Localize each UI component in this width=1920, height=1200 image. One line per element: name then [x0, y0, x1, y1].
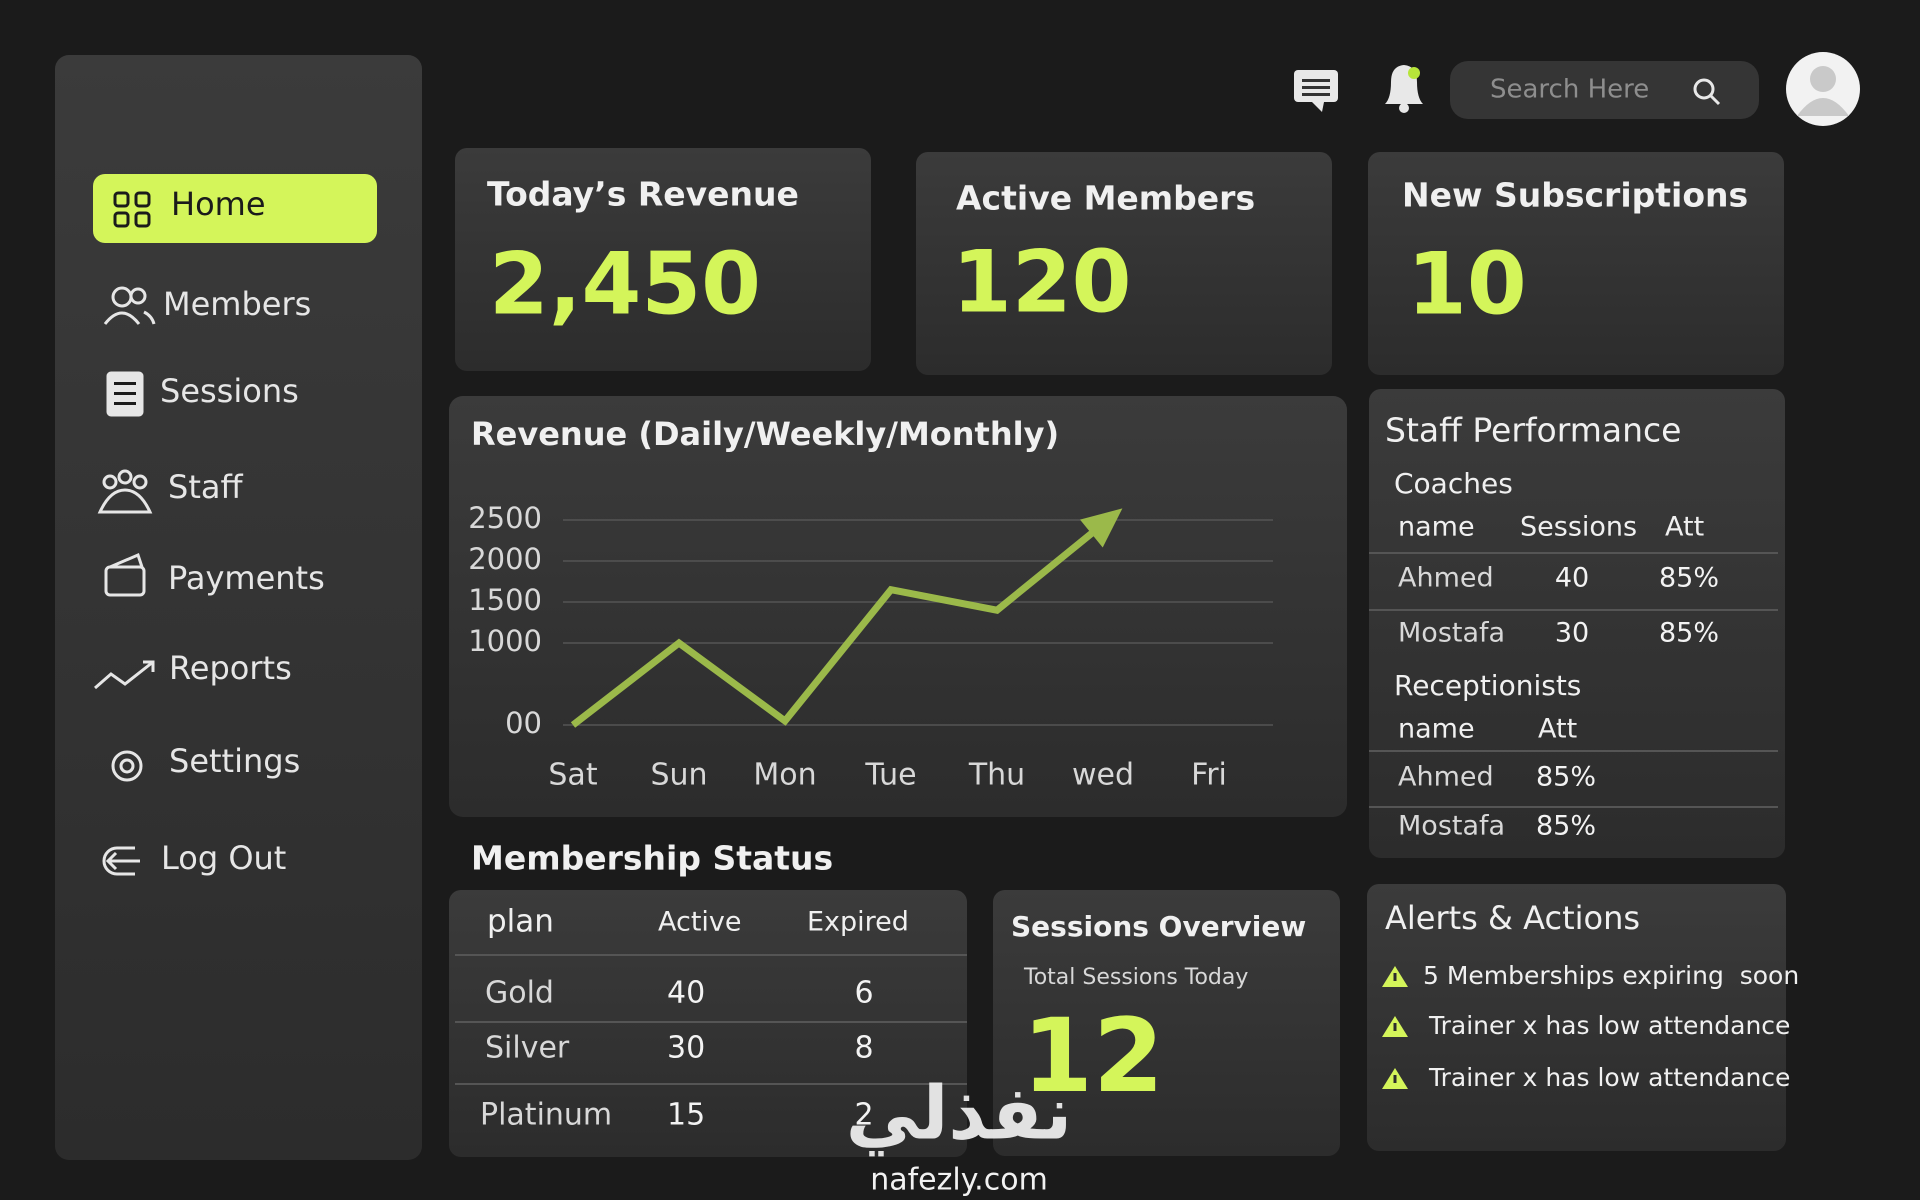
watermark: نفذلي	[846, 1071, 1072, 1157]
x-tick-label: Tue	[864, 758, 916, 793]
subsection-title: Receptionists	[1394, 669, 1581, 702]
stat-label: New Subscriptions	[1402, 176, 1748, 215]
stat-card	[916, 152, 1332, 375]
stat-label: Active Members	[956, 179, 1255, 218]
table-cell: Gold	[485, 976, 554, 1011]
avatar[interactable]	[1786, 52, 1860, 126]
warning-mark	[1393, 1075, 1397, 1083]
bell-icon[interactable]	[1385, 65, 1423, 113]
home-icon	[113, 191, 151, 228]
search-box[interactable]	[1450, 61, 1759, 119]
membership-panel	[449, 890, 967, 1157]
table-cell: 15	[667, 1098, 705, 1133]
table-cell: Platinum	[480, 1098, 612, 1133]
search-icon[interactable]	[1693, 78, 1721, 106]
staff-panel	[1369, 389, 1785, 858]
section-title: Membership Status	[471, 839, 833, 878]
nav-item[interactable]: Log Out	[161, 839, 286, 877]
y-tick-label: 00	[505, 706, 542, 740]
subsection-title: Coaches	[1394, 467, 1513, 500]
table-cell: 40	[1555, 563, 1589, 594]
nav-item[interactable]: Home	[171, 185, 266, 223]
x-tick-label: Sun	[650, 758, 707, 793]
sessions-panel	[993, 890, 1340, 1156]
nav-item[interactable]: Reports	[169, 649, 292, 687]
alerts-panel	[1367, 884, 1786, 1151]
table-cell: Mostafa	[1398, 811, 1505, 842]
arrow-head	[1080, 508, 1123, 548]
table-cell: 30	[1555, 618, 1589, 649]
alert-item: 5 Memberships expiring soon	[1423, 961, 1799, 990]
stat-label: Today’s Revenue	[487, 175, 799, 214]
stat-card	[455, 148, 871, 371]
sessions-icon-lines	[114, 382, 136, 405]
table-header: Att	[1665, 512, 1704, 543]
chart-panel	[449, 396, 1347, 817]
y-tick-label: 1000	[468, 624, 542, 658]
nav-item[interactable]: Members	[163, 285, 311, 323]
table-cell: 40	[667, 976, 705, 1011]
sidebar	[55, 55, 422, 1160]
nav-active-bg[interactable]	[93, 174, 377, 243]
table-cell: 85%	[1536, 811, 1596, 842]
warning-mark	[1393, 973, 1397, 981]
x-tick-label: Thu	[968, 758, 1025, 793]
line-series	[570, 521, 1106, 728]
warning-mark	[1393, 1023, 1397, 1031]
chat-icon[interactable]	[1294, 70, 1338, 112]
y-tick-label: 2500	[468, 501, 542, 535]
panel-title: Sessions Overview	[1011, 910, 1306, 943]
table-cell: 85%	[1659, 563, 1719, 594]
sessions-value: 12	[1022, 997, 1164, 1116]
search-placeholder[interactable]: Search Here	[1490, 75, 1649, 105]
x-tick-label: wed	[1072, 758, 1134, 793]
nav-item[interactable]: Payments	[168, 559, 325, 597]
table-cell: 2	[854, 1098, 873, 1133]
alert-item: Trainer x has low attendance	[1428, 1011, 1790, 1040]
x-tick-label: Fri	[1191, 758, 1227, 793]
nav-item[interactable]: Sessions	[160, 372, 299, 410]
nav-item[interactable]: Staff	[168, 468, 243, 506]
table-header: Att	[1538, 714, 1577, 745]
panel-subtitle: Total Sessions Today	[1023, 965, 1248, 990]
stat-value: 10	[1407, 234, 1527, 334]
table-header: Sessions	[1520, 512, 1637, 543]
alert-item: Trainer x has low attendance	[1428, 1063, 1790, 1092]
table-cell: Ahmed	[1398, 563, 1494, 594]
stat-value: 2,450	[489, 234, 761, 334]
table-header: plan	[487, 904, 554, 940]
chart-title: Revenue (Daily/Weekly/Monthly)	[471, 415, 1059, 453]
stat-card	[1368, 152, 1784, 375]
x-tick-label: Sat	[548, 758, 597, 793]
table-cell: 85%	[1536, 762, 1596, 793]
table-cell: Mostafa	[1398, 618, 1505, 649]
watermark-url: nafezly.com	[870, 1163, 1048, 1198]
stat-value: 120	[952, 232, 1132, 332]
panel-title: Alerts & Actions	[1385, 899, 1640, 937]
table-cell: Ahmed	[1398, 762, 1494, 793]
table-header: name	[1398, 512, 1475, 543]
table-cell: 85%	[1659, 618, 1719, 649]
nav-item[interactable]: Settings	[169, 742, 300, 780]
panel-title: Staff Performance	[1385, 411, 1681, 450]
table-cell: Silver	[485, 1031, 570, 1066]
table-header: Expired	[807, 907, 909, 938]
table-header: name	[1398, 714, 1475, 745]
y-tick-label: 2000	[468, 542, 542, 576]
table-cell: 8	[854, 1031, 873, 1066]
table-header: Active	[658, 907, 742, 938]
table-cell: 30	[667, 1031, 705, 1066]
table-cell: 6	[854, 976, 873, 1011]
y-tick-label: 1500	[468, 583, 542, 617]
x-tick-label: Mon	[753, 758, 816, 793]
